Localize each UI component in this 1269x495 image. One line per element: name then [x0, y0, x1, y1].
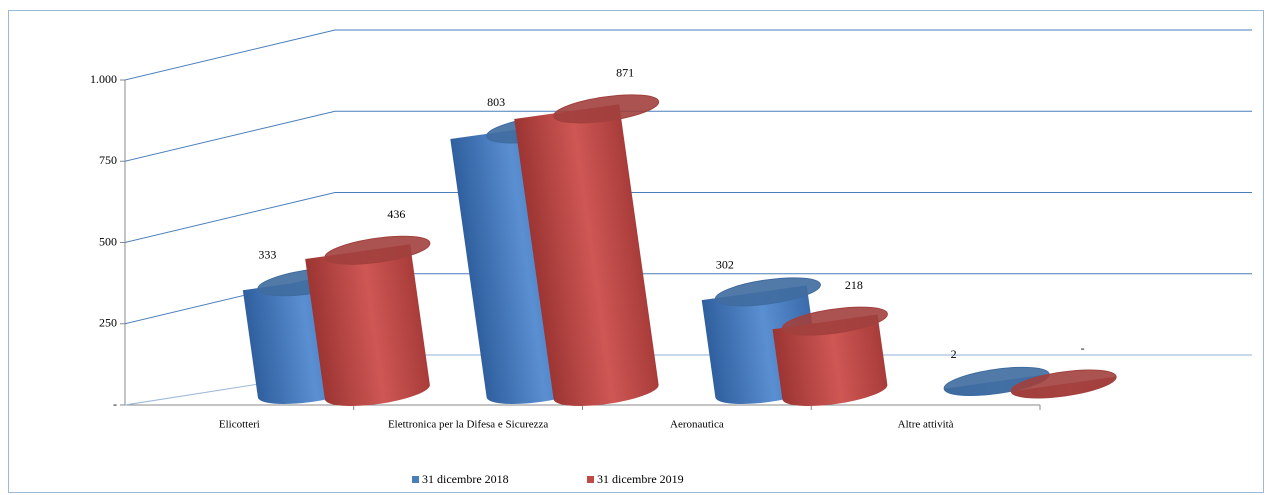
- y-tick-label: 500: [99, 234, 117, 248]
- data-label: 333: [258, 248, 276, 262]
- cylinder-body: [305, 244, 430, 406]
- cylinder-top: [781, 306, 888, 336]
- bar: [514, 94, 660, 406]
- data-label: 436: [387, 207, 405, 221]
- data-label: 218: [845, 278, 863, 292]
- data-label: -: [1081, 341, 1085, 355]
- bar: [1010, 369, 1117, 399]
- x-tick-label: Elicotteri: [219, 419, 260, 431]
- cylinder-top: [1010, 369, 1117, 399]
- cylinder-top: [714, 277, 821, 307]
- bar: [305, 235, 431, 406]
- chart-border: [8, 10, 1264, 493]
- cylinder-top: [553, 94, 660, 124]
- legend-label: 31 dicembre 2018: [422, 472, 509, 486]
- cylinder-body: [514, 104, 659, 406]
- cylinder-body: [772, 314, 888, 406]
- legend-swatch: [587, 476, 594, 483]
- grid-line: [124, 192, 1252, 243]
- cylinder-top: [324, 235, 431, 265]
- data-label: 302: [716, 258, 734, 272]
- legend-label: 31 dicembre 2019: [597, 472, 684, 486]
- data-label: 871: [616, 66, 634, 80]
- x-tick-label: Altre attività: [898, 419, 954, 431]
- y-tick-label: 1.000: [90, 72, 117, 86]
- y-tick-label: -: [113, 397, 117, 411]
- y-tick-label: 750: [99, 153, 117, 167]
- data-label: 2: [951, 347, 957, 361]
- bar: [943, 366, 1050, 396]
- grid-line: [124, 110, 1252, 162]
- x-tick-label: Aeronautica: [670, 419, 724, 431]
- grid-line: [124, 29, 1252, 81]
- y-tick-label: 250: [99, 316, 117, 330]
- data-label: 803: [487, 95, 505, 109]
- x-tick-label: Elettronica per la Difesa e Sicurezza: [388, 419, 548, 431]
- legend-swatch: [412, 476, 419, 483]
- bar: [772, 306, 888, 406]
